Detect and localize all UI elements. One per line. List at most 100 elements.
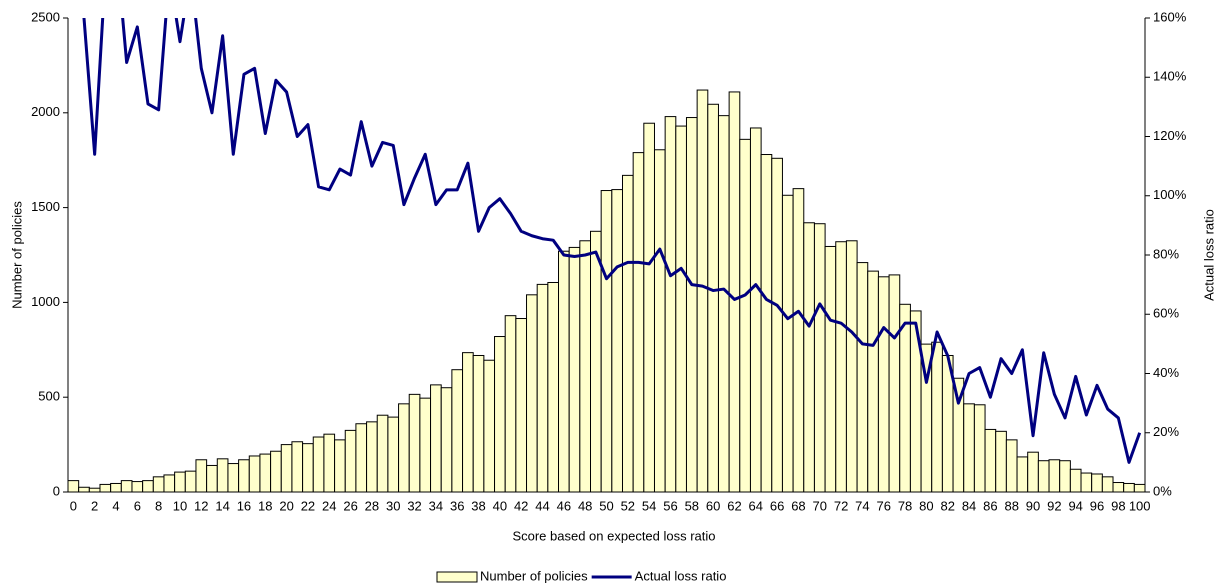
bar — [302, 443, 314, 493]
x-tick-label: 94 — [1068, 498, 1082, 513]
x-tick-label: 2 — [91, 498, 98, 513]
bar — [653, 149, 666, 493]
y-tick-label: 2000 — [31, 104, 60, 119]
y2-tick-label: 120% — [1153, 128, 1187, 143]
bar — [760, 154, 773, 493]
bar — [238, 459, 250, 493]
x-tick-label: 50 — [599, 498, 613, 513]
x-tick-label: 38 — [471, 498, 485, 513]
x-tick-label: 54 — [642, 498, 656, 513]
bar — [398, 403, 410, 493]
bar — [899, 303, 911, 493]
x-tick-label: 68 — [791, 498, 805, 513]
bar — [120, 480, 133, 493]
bar — [558, 250, 570, 493]
bar — [291, 441, 304, 493]
bar — [312, 436, 325, 493]
x-tick-label: 86 — [983, 498, 997, 513]
bar — [408, 393, 421, 493]
bar — [835, 241, 847, 493]
bar — [88, 487, 101, 493]
bar — [451, 369, 464, 493]
x-tick-label: 78 — [898, 498, 912, 513]
bar — [334, 439, 346, 493]
bar — [504, 315, 517, 493]
y2-axis-title: Actual loss ratio — [1201, 209, 1216, 301]
bar — [1091, 473, 1103, 493]
legend-swatch — [436, 571, 478, 583]
bar — [1016, 456, 1029, 493]
x-tick-label: 80 — [919, 498, 933, 513]
legend-label: Number of policies — [480, 568, 588, 583]
bar — [323, 433, 336, 493]
bar — [280, 444, 293, 493]
x-tick-label: 26 — [343, 498, 357, 513]
y-tick-label: 500 — [38, 389, 60, 404]
bar — [174, 471, 186, 493]
bar — [270, 450, 282, 493]
bar — [590, 230, 602, 493]
bar — [1112, 482, 1125, 493]
bar — [973, 404, 986, 493]
x-tick-label: 74 — [855, 498, 869, 513]
bar — [366, 421, 378, 493]
bar — [536, 283, 549, 493]
bar — [824, 245, 837, 493]
bar — [110, 482, 122, 493]
bar — [494, 336, 506, 493]
x-tick-label: 18 — [258, 498, 272, 513]
x-tick-label: 82 — [940, 498, 954, 513]
bar — [216, 458, 229, 493]
bar — [184, 470, 197, 493]
x-tick-label: 24 — [322, 498, 336, 513]
x-tick-label: 44 — [535, 498, 549, 513]
x-tick-label: 30 — [386, 498, 400, 513]
bar — [227, 463, 240, 493]
bar — [131, 481, 144, 493]
bar — [984, 428, 997, 493]
x-tick-label: 64 — [749, 498, 763, 513]
bar — [440, 387, 453, 493]
bar — [99, 483, 112, 493]
bar — [376, 414, 389, 493]
bar — [206, 464, 218, 493]
bar — [430, 384, 442, 493]
bar — [483, 359, 496, 493]
bar — [568, 246, 581, 493]
x-tick-label: 70 — [813, 498, 827, 513]
bar — [1133, 483, 1146, 493]
x-tick-label: 48 — [578, 498, 592, 513]
bar — [387, 416, 400, 493]
bar — [600, 190, 613, 493]
x-tick-label: 22 — [301, 498, 315, 513]
bar — [195, 459, 208, 493]
bar — [707, 103, 719, 493]
bar — [259, 453, 272, 493]
x-tick-label: 10 — [173, 498, 187, 513]
y2-tick-label: 160% — [1153, 9, 1187, 24]
bar — [728, 91, 741, 493]
bar — [845, 240, 858, 493]
bar — [419, 397, 432, 493]
x-tick-label: 46 — [557, 498, 571, 513]
bar — [472, 354, 485, 493]
bar — [1027, 451, 1039, 493]
bar — [526, 294, 538, 493]
bar — [1123, 482, 1135, 493]
bar — [781, 194, 794, 493]
y-tick-label: 1000 — [31, 294, 60, 309]
bar — [888, 274, 901, 493]
y2-tick-label: 80% — [1153, 246, 1179, 261]
bar — [867, 270, 879, 493]
x-tick-label: 8 — [155, 498, 162, 513]
x-tick-label: 90 — [1026, 498, 1040, 513]
bar — [1059, 460, 1071, 493]
bar — [152, 476, 165, 493]
x-axis-title: Score based on expected loss ratio — [512, 528, 715, 543]
x-tick-label: 56 — [663, 498, 677, 513]
bar — [1069, 468, 1082, 493]
x-tick-label: 72 — [834, 498, 848, 513]
x-tick-label: 60 — [706, 498, 720, 513]
x-tick-label: 40 — [493, 498, 507, 513]
